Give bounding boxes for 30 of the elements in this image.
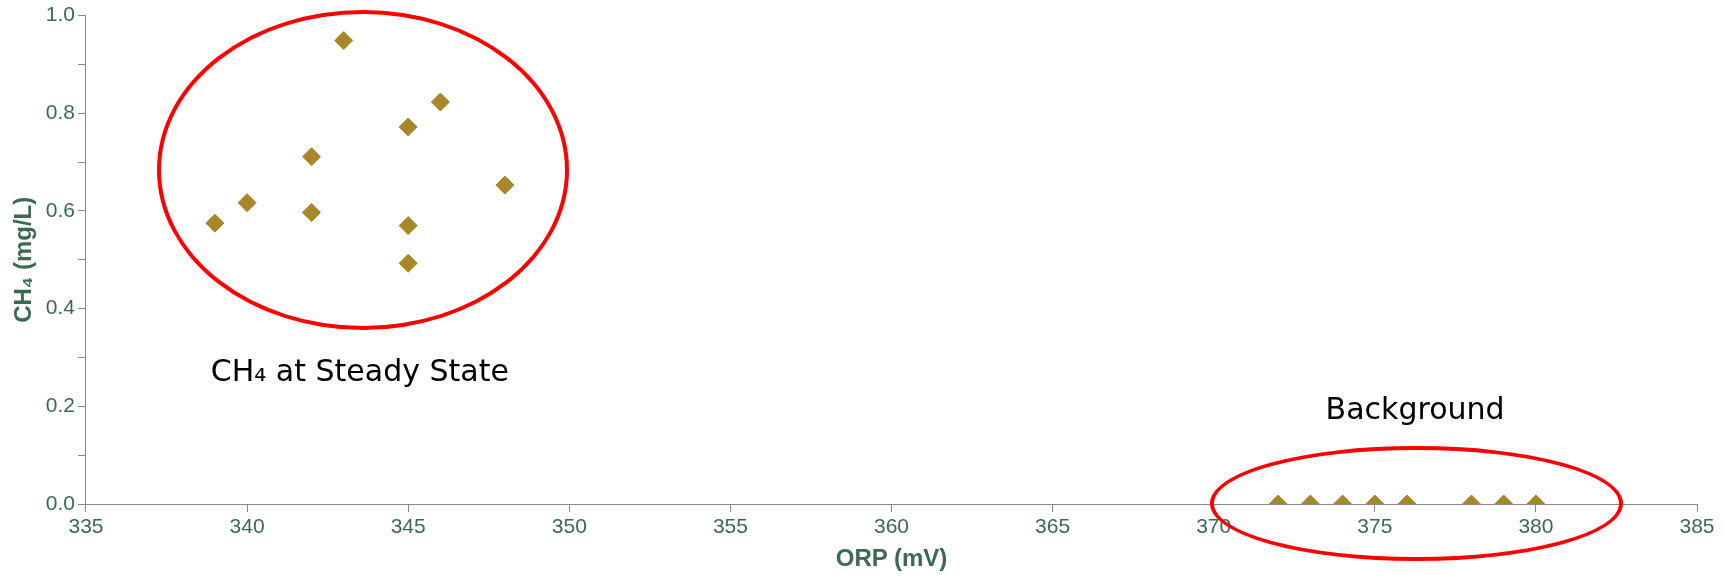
x-tick-label: 375 <box>1357 514 1393 538</box>
annotation: Background <box>1325 391 1505 426</box>
x-tick-label: 335 <box>68 514 104 538</box>
y-tick-label: 0.0 <box>45 490 75 514</box>
y-tick-label: 0.8 <box>45 100 75 124</box>
x-tick-label: 385 <box>1679 514 1715 538</box>
point <box>334 31 354 51</box>
point <box>302 202 322 222</box>
y-axis-title: CH₄ (mg/L) <box>9 196 37 323</box>
x-tick-label: 355 <box>712 514 748 538</box>
point <box>398 253 418 273</box>
annotation: CH₄ at Steady State <box>210 353 509 389</box>
x-tick-label: 360 <box>873 514 910 538</box>
point <box>430 92 450 112</box>
x-tick-label: 345 <box>390 514 426 538</box>
point <box>302 147 322 167</box>
x-tick-label: 340 <box>229 514 265 538</box>
y-tick-label: 1.0 <box>45 2 75 26</box>
point <box>398 117 418 137</box>
y-tick-label: 0.2 <box>45 393 75 417</box>
point <box>205 213 225 233</box>
point <box>237 193 257 213</box>
x-tick-label: 380 <box>1518 514 1554 538</box>
x-tick-label: 350 <box>551 514 587 538</box>
point <box>398 216 418 236</box>
y-tick-label: 0.4 <box>45 295 76 319</box>
point <box>495 175 515 195</box>
x-tick-label: 365 <box>1035 514 1071 538</box>
x-axis-title: ORP (mV) <box>835 544 948 572</box>
y-tick-label: 0.6 <box>45 197 75 221</box>
